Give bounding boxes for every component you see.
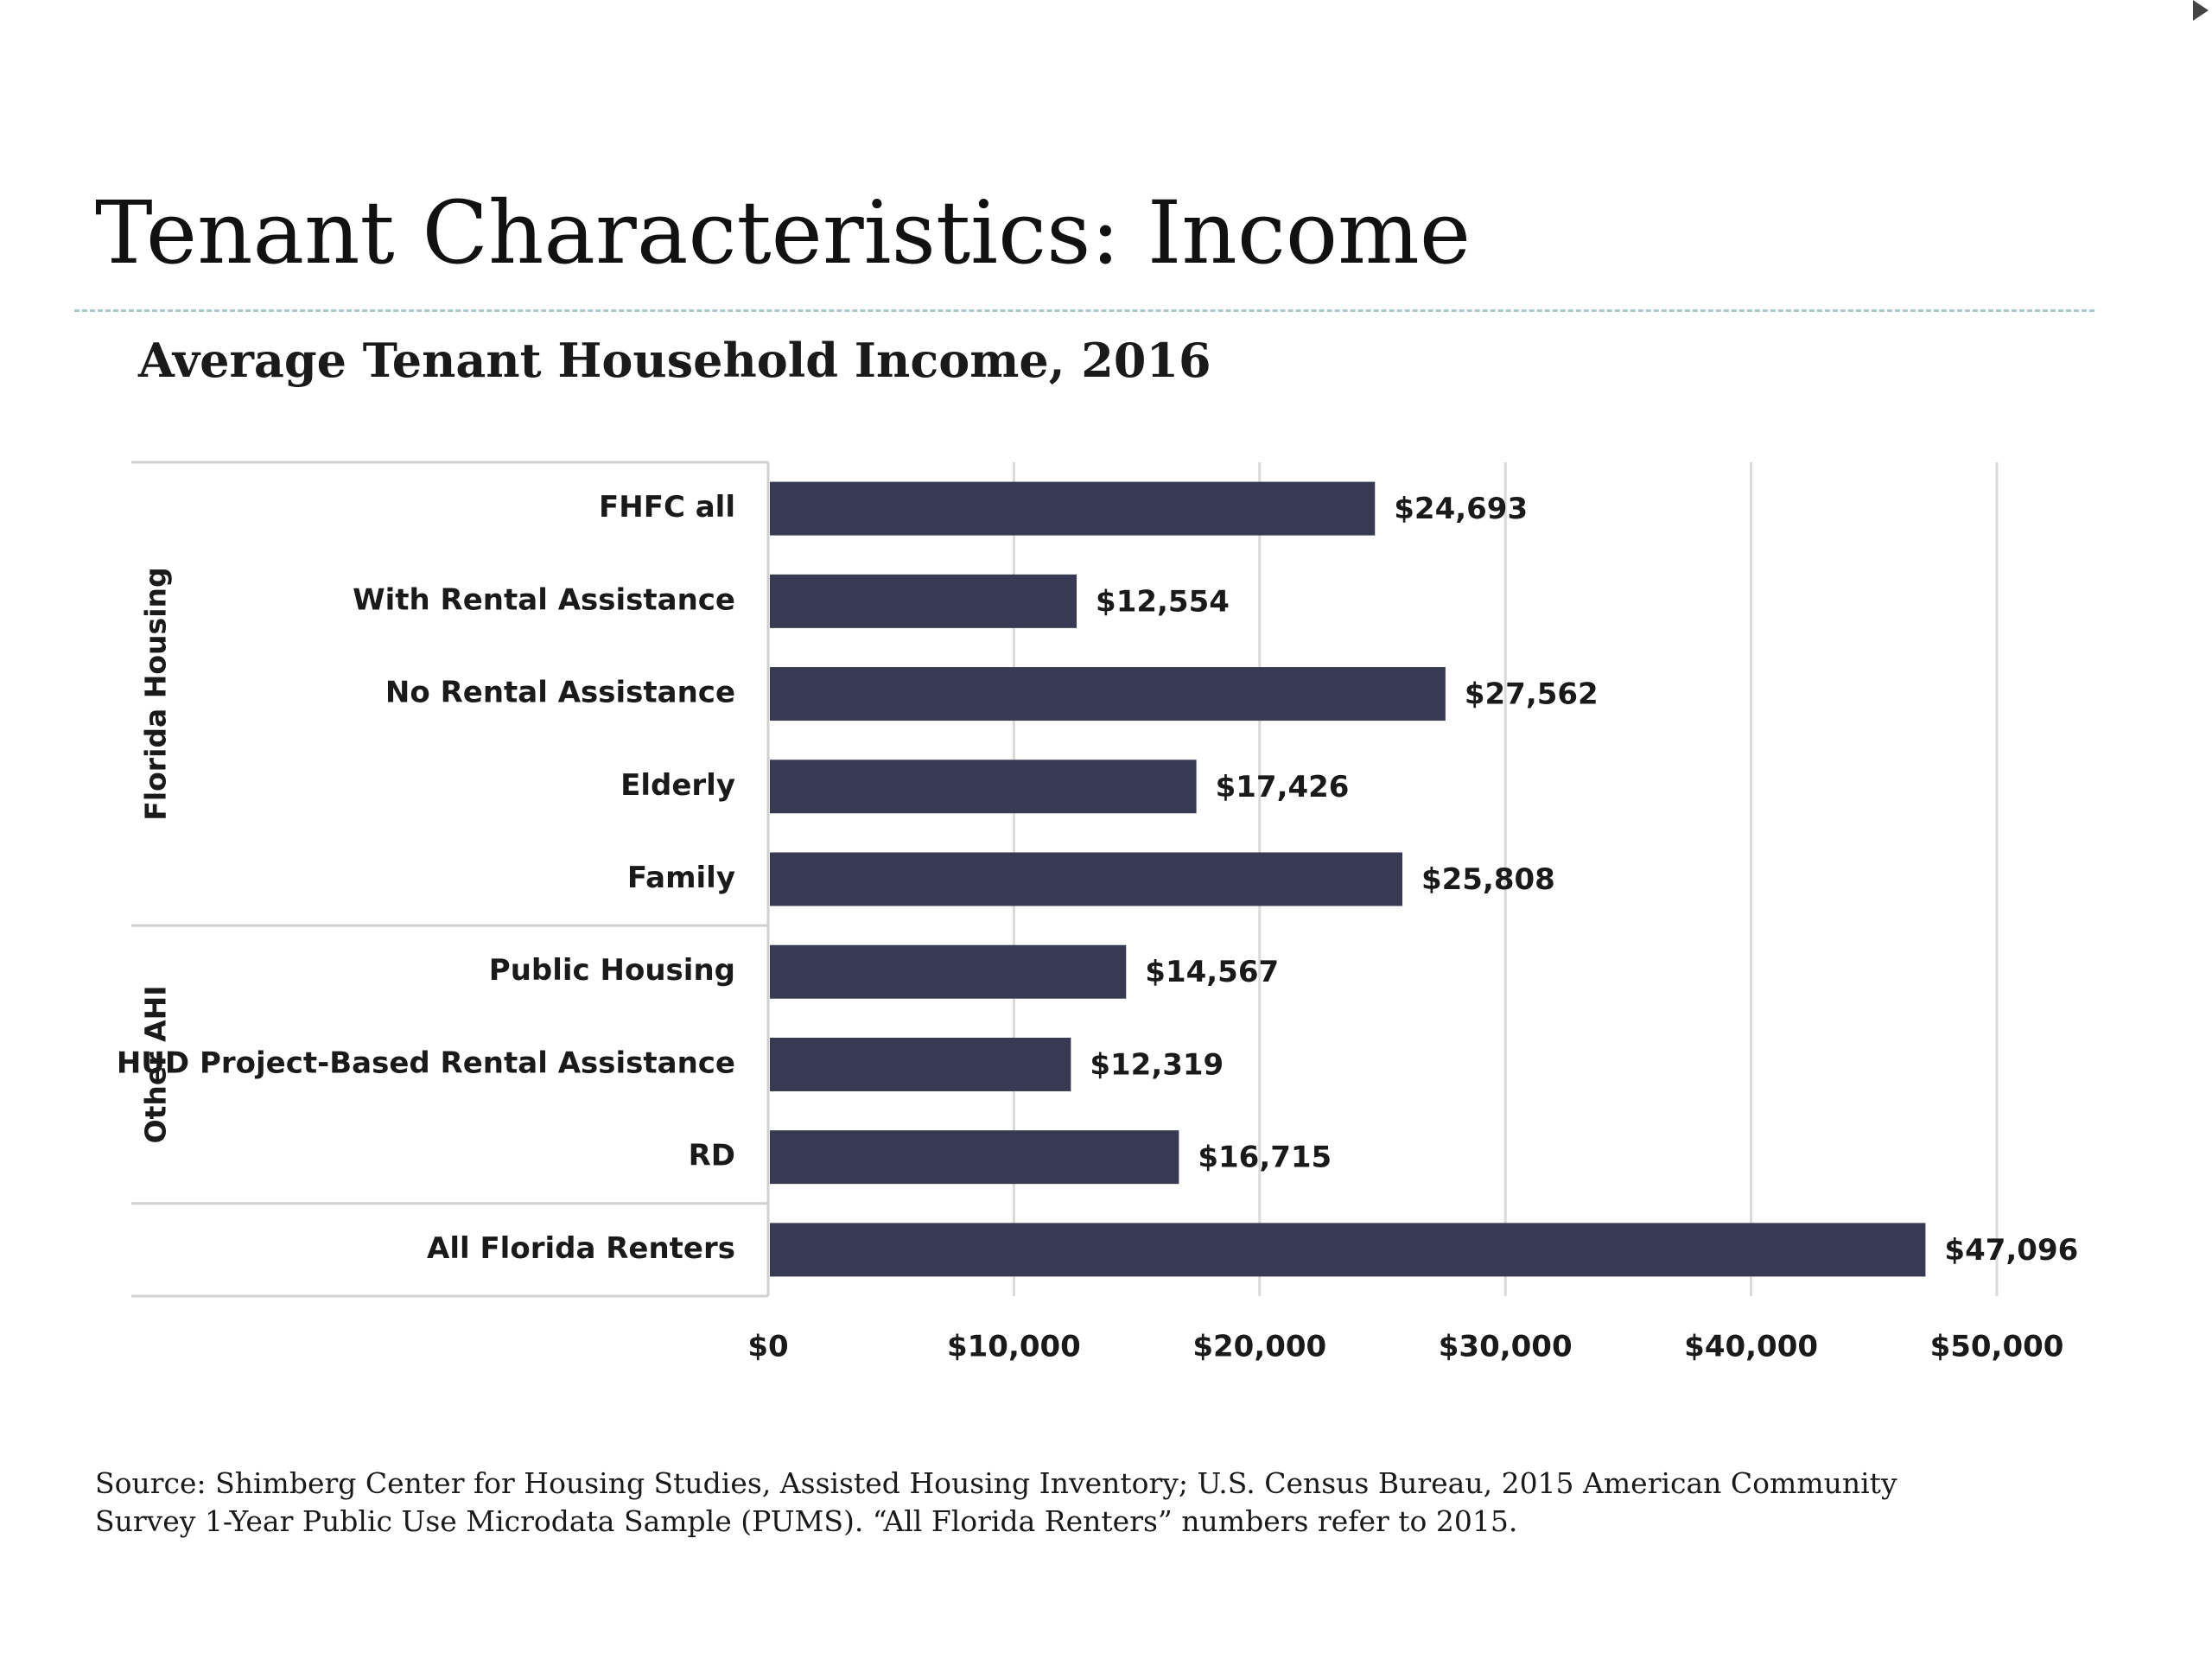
bar (770, 852, 1402, 906)
data-label: $12,319 (1090, 1047, 1224, 1082)
data-label: $25,808 (1421, 862, 1555, 897)
data-label: $16,715 (1198, 1141, 1332, 1175)
x-tick-label: $0 (747, 1330, 788, 1364)
category-label: Elderly (620, 768, 735, 803)
chart-title: Average Tenant Household Income, 2016 (138, 333, 1211, 388)
category-label: HUD Project-Based Rental Assistance (117, 1046, 735, 1080)
category-label: With Rental Assistance (353, 582, 735, 617)
category-label: RD (689, 1139, 735, 1173)
bar (770, 760, 1197, 814)
category-label: FHFC all (599, 490, 735, 524)
group-labels: Florida Housing Other AHI (139, 567, 173, 1143)
x-tick-label: $20,000 (1192, 1330, 1326, 1364)
data-label: $12,554 (1096, 584, 1230, 619)
x-tick-label: $40,000 (1684, 1330, 1818, 1364)
source-line-2: Survey 1-Year Public Use Microdata Sampl… (95, 1504, 1518, 1538)
bar (770, 944, 1127, 999)
bar (770, 1130, 1179, 1185)
group-label: Other AHI (139, 985, 173, 1143)
data-labels: $24,693 $12,554 $27,562 $17,426 $25,808 $14,5… (1090, 492, 2078, 1268)
bar (770, 481, 1376, 536)
x-tick-label: $30,000 (1439, 1330, 1573, 1364)
bar-chart: Florida Housing Other AHI FHFC all With Re… (117, 461, 2078, 1364)
group-label: Florida Housing (139, 567, 173, 820)
category-labels: FHFC all With Rental Assistance No Rental … (117, 490, 735, 1266)
data-label: $27,562 (1465, 677, 1599, 712)
category-label: No Rental Assistance (385, 676, 735, 710)
bar (770, 667, 1446, 721)
category-label: Family (627, 861, 735, 895)
bar (770, 1037, 1071, 1091)
data-label: $24,693 (1394, 492, 1528, 526)
slide-corner-marker (2193, 0, 2209, 21)
x-axis-tick-labels: $0 $10,000 $20,000 $30,000 $40,000 $50,000 (747, 1330, 2063, 1364)
data-label: $47,096 (1944, 1233, 2078, 1268)
data-label: $14,567 (1145, 955, 1279, 989)
x-tick-label: $10,000 (947, 1330, 1081, 1364)
source-note: Source: Shimberg Center for Housing Stud… (95, 1465, 2082, 1541)
source-line-1: Source: Shimberg Center for Housing Stud… (95, 1466, 1897, 1500)
title-divider (74, 309, 2094, 312)
slide-title: Tenant Characteristics: Income (95, 182, 1471, 283)
data-label: $17,426 (1216, 770, 1350, 804)
bar (770, 1223, 1926, 1277)
category-label: All Florida Renters (427, 1231, 735, 1266)
bars (770, 481, 1926, 1277)
bar (770, 574, 1077, 628)
category-frame (131, 461, 770, 1298)
category-label: Public Housing (489, 953, 735, 988)
x-tick-label: $50,000 (1930, 1330, 2064, 1364)
